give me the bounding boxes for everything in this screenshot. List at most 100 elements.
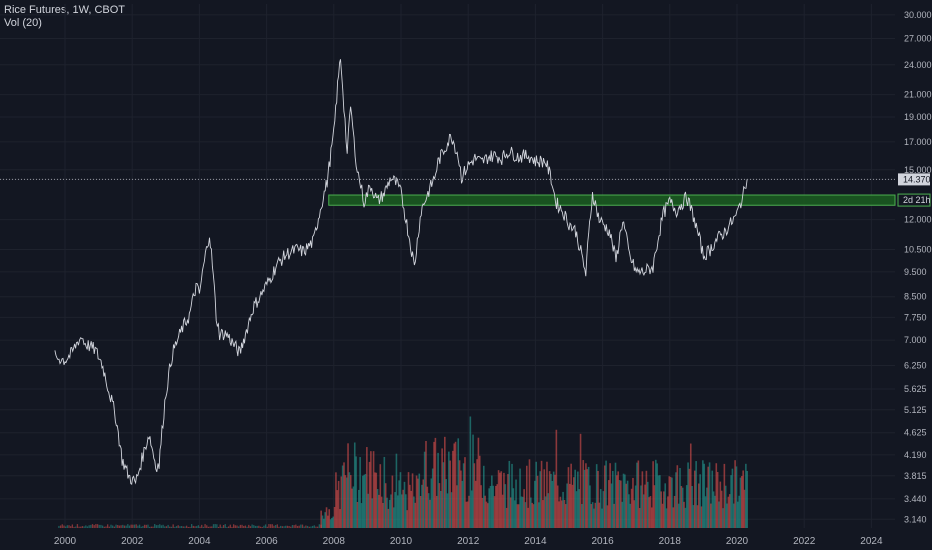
volume-bar (562, 491, 564, 528)
volume-bar (221, 526, 223, 528)
volume-bar (423, 451, 426, 528)
volume-bar (353, 442, 356, 528)
volume-bar (668, 476, 671, 528)
volume-bar (391, 475, 394, 528)
time-axis[interactable]: 2000 2002 2004 2006 2008 2010 2012 2014 2016 2018… (54, 536, 883, 547)
volume-bar (698, 483, 700, 528)
volume-bar (466, 501, 469, 528)
volume-indicator-label[interactable]: Vol (20) (4, 17, 42, 29)
volume-bar (628, 494, 630, 528)
volume-bar (457, 438, 460, 528)
volume-bar (591, 502, 594, 528)
price-tick-label: 7.000 (904, 335, 927, 345)
volume-bar (692, 505, 695, 528)
volume-bar (337, 480, 340, 528)
volume-bar (512, 488, 515, 528)
price-tick-label: 10.500 (904, 245, 932, 255)
volume-bar (366, 447, 368, 528)
volume-bar (622, 473, 625, 528)
volume-bar (340, 476, 343, 528)
volume-bar (569, 483, 571, 528)
volume-bar (595, 464, 598, 528)
price-tick-label: 24.000 (904, 60, 932, 70)
volume-bar (473, 463, 476, 528)
volume-bar (742, 470, 744, 528)
volume-bar (154, 524, 156, 528)
countdown-badge (897, 193, 931, 207)
volume-bar (452, 450, 454, 528)
volume-bar (669, 476, 672, 528)
volume-bar (633, 500, 636, 528)
volume-bar (601, 508, 603, 528)
volume-bar (360, 503, 363, 528)
volume-bar (321, 515, 324, 528)
volume-bar (253, 525, 255, 528)
volume-bar (392, 507, 395, 528)
volume-bar (108, 526, 110, 528)
volume-bar (254, 525, 257, 528)
volume-bar (645, 470, 648, 528)
volume-bar (347, 443, 349, 528)
volume-bar (594, 502, 597, 528)
volume-bar (367, 493, 369, 528)
volume-bar (646, 481, 649, 528)
volume-bar (409, 484, 411, 528)
price-tick-label: 15.000 (904, 165, 932, 175)
volume-bar (300, 524, 302, 528)
volume-bar (739, 477, 742, 528)
volume-bar (499, 472, 501, 528)
volume-bar (73, 526, 75, 528)
support-zone-rect (328, 194, 896, 206)
price-tick-label: 3.815 (904, 471, 927, 481)
volume-bar (356, 501, 359, 528)
volume-bar (125, 525, 127, 528)
time-tick-label: 2020 (726, 536, 749, 547)
volume-bar (571, 484, 574, 528)
volume-bar (177, 525, 179, 528)
volume-bar (496, 484, 499, 528)
price-tick-label: 9.500 (904, 267, 927, 277)
volume-bar (534, 480, 536, 528)
volume-bar (689, 443, 692, 528)
volume-bar (724, 485, 727, 528)
volume-bar (236, 525, 238, 528)
volume-bar (462, 463, 465, 528)
volume-bar (441, 448, 443, 528)
volume-bar (632, 477, 634, 528)
volume-bar (320, 510, 322, 528)
time-tick-label: 2004 (188, 536, 211, 547)
volume-bar (671, 477, 673, 528)
volume-bar (349, 475, 352, 528)
volume-bar (727, 496, 730, 528)
volume-bar (683, 501, 685, 528)
volume-bar (723, 463, 726, 528)
volume-bar (589, 485, 591, 528)
volume-bar (458, 460, 461, 528)
volume-bar (296, 525, 299, 528)
volume-bar (442, 462, 445, 528)
volume-bar (621, 501, 624, 528)
volume-bar (149, 526, 151, 528)
volume-bar (293, 525, 295, 528)
volume-bar (546, 461, 548, 528)
volume-bar (630, 488, 633, 528)
volume-bar (95, 524, 97, 528)
volume-bar (231, 526, 233, 528)
volume-bar (376, 488, 379, 528)
volume-bar (509, 497, 512, 528)
volume-bar (345, 477, 348, 528)
volume-bar (268, 524, 270, 528)
volume-bar (172, 524, 174, 528)
volume-bar (422, 479, 425, 528)
volume-bar (460, 470, 462, 528)
price-tick-label: 19.000 (904, 112, 932, 122)
volume-bar (387, 508, 390, 528)
volume-bar (539, 471, 542, 528)
volume-bar (110, 524, 112, 528)
volume-bar (507, 474, 509, 528)
volume-bar (278, 526, 280, 528)
price-axis[interactable]: 30.000 27.000 24.000 21.000 19.000 17.000 15.0… (897, 10, 932, 524)
volume-bar (331, 517, 333, 528)
volume-bar (609, 463, 611, 528)
